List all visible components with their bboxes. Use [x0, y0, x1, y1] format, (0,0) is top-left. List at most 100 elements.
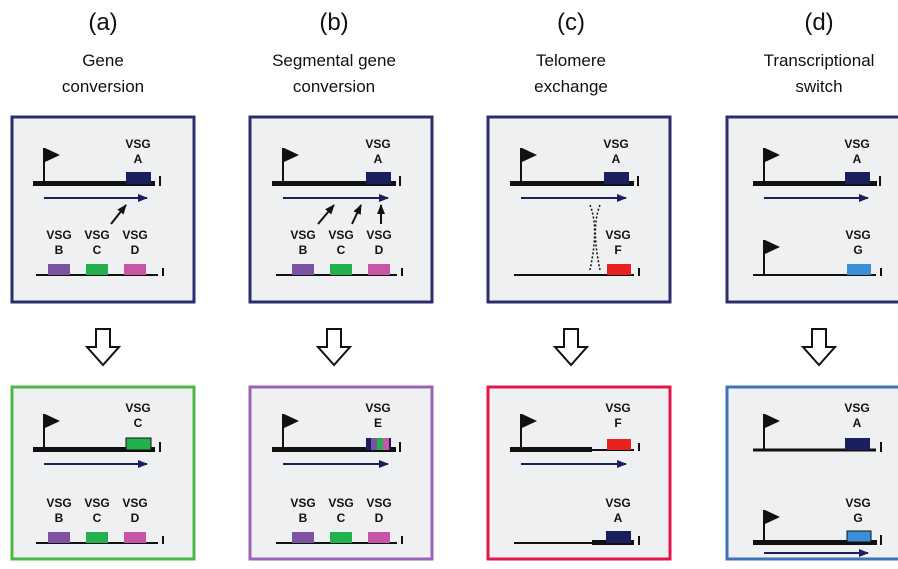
vsg-box	[292, 264, 314, 275]
vsg-word: VSG	[365, 137, 390, 151]
vsg-box	[847, 264, 871, 275]
expression-site-line	[510, 447, 592, 452]
vsg-label: B	[55, 511, 64, 525]
vsg-box	[368, 264, 390, 275]
vsg-word: VSG	[603, 137, 628, 151]
vsg-label: G	[853, 511, 862, 525]
column-b: (b) Segmental gene conversion VSG A VSG …	[248, 9, 434, 561]
vsg-box	[606, 531, 631, 543]
vsg-label: E	[374, 416, 382, 430]
vsg-word: VSG	[328, 496, 353, 510]
vsg-label: C	[337, 243, 346, 257]
vsg-label: A	[614, 511, 623, 525]
vsg-word: VSG	[122, 496, 147, 510]
expression-site-line	[753, 181, 877, 186]
column-d: (d) Transcriptional switch VSG A VSG G	[725, 9, 898, 561]
vsg-word: VSG	[328, 228, 353, 242]
mosaic-segment	[383, 438, 389, 450]
conversion-arrow	[351, 204, 362, 225]
expression-site-line	[272, 447, 396, 452]
vsg-box	[124, 264, 146, 275]
expression-site-line	[753, 540, 877, 545]
column-a-result-panel: VSG C VSG B VSG C VSG D	[10, 385, 196, 561]
down-arrow-icon	[800, 328, 838, 367]
vsg-label: F	[614, 243, 621, 257]
promoter-flag-icon	[45, 148, 60, 162]
column-c-title-line1: Telomere	[536, 51, 606, 70]
promoter-flag-icon	[765, 240, 780, 254]
vsg-word: VSG	[46, 228, 71, 242]
vsg-word: VSG	[125, 137, 150, 151]
vsg-label: A	[612, 152, 621, 166]
mosaic-segment	[377, 438, 383, 450]
column-a-letter: (a)	[88, 9, 117, 36]
vsg-label: A	[853, 416, 862, 430]
vsg-label: A	[853, 152, 862, 166]
vsg-word: VSG	[605, 401, 630, 415]
vsg-label: B	[299, 243, 308, 257]
vsg-label: C	[93, 511, 102, 525]
promoter-flag-icon	[765, 148, 780, 162]
vsg-label: D	[375, 243, 384, 257]
column-b-title-line2: conversion	[293, 77, 375, 96]
vsg-box	[292, 532, 314, 543]
promoter-flag-icon	[765, 414, 780, 428]
vsg-box	[368, 532, 390, 543]
vsg-label: A	[134, 152, 143, 166]
vsg-box	[330, 532, 352, 543]
down-arrow-icon	[84, 328, 122, 367]
vsg-label: A	[374, 152, 383, 166]
column-c-initial-panel: VSG A VSG F	[486, 115, 672, 304]
column-b-result-panel: VSG E VSG B VSG C VSG D	[248, 385, 434, 561]
panel-frame	[486, 385, 672, 561]
vsg-word: VSG	[122, 228, 147, 242]
vsg-word: VSG	[844, 401, 869, 415]
promoter-flag-icon	[522, 414, 537, 428]
vsg-word: VSG	[365, 401, 390, 415]
column-d-title-line1: Transcriptional	[764, 51, 875, 70]
vsg-word: VSG	[844, 137, 869, 151]
expression-site-line	[33, 181, 155, 186]
vsg-word: VSG	[605, 496, 630, 510]
expression-site-line	[33, 447, 155, 452]
promoter-flag-icon	[284, 414, 299, 428]
vsg-box	[846, 530, 872, 543]
vsg-word: VSG	[290, 228, 315, 242]
column-a-title-line1: Gene	[82, 51, 124, 70]
column-b-letter: (b)	[319, 9, 348, 36]
vsg-word: VSG	[84, 228, 109, 242]
down-arrow-icon	[315, 328, 353, 367]
column-d-title-line2: switch	[795, 77, 842, 96]
mosaic-vsg-box	[366, 438, 391, 450]
vsg-box	[48, 264, 70, 275]
vsg-label: D	[375, 511, 384, 525]
vsg-box	[48, 532, 70, 543]
promoter-flag-icon	[522, 148, 537, 162]
column-c-result-panel: VSG F VSG A	[486, 385, 672, 561]
vsg-box	[126, 172, 151, 184]
vsg-box	[366, 172, 391, 184]
vsg-word: VSG	[290, 496, 315, 510]
crossover-strand	[594, 204, 601, 271]
vsg-word: VSG	[366, 496, 391, 510]
column-c-title-line2: exchange	[534, 77, 608, 96]
promoter-flag-icon	[45, 414, 60, 428]
expression-site-line	[272, 181, 396, 186]
column-a-initial-panel: VSG A VSG B VSG C VSG D	[10, 115, 196, 304]
vsg-word: VSG	[125, 401, 150, 415]
column-b-title-line1: Segmental gene	[272, 51, 396, 70]
panel-frame	[248, 385, 434, 561]
vsg-label: C	[134, 416, 143, 430]
vsg-box	[124, 532, 146, 543]
column-d-initial-panel: VSG A VSG G	[725, 115, 898, 304]
vsg-box	[845, 172, 870, 184]
mosaic-segment	[371, 438, 377, 450]
conversion-arrow	[110, 204, 127, 225]
vsg-word: VSG	[845, 228, 870, 242]
vsg-label: C	[93, 243, 102, 257]
column-b-initial-panel: VSG A VSG B VSG C VSG D	[248, 115, 434, 304]
promoter-flag-icon	[284, 148, 299, 162]
vsg-label: B	[299, 511, 308, 525]
promoter-flag-icon	[765, 510, 780, 524]
